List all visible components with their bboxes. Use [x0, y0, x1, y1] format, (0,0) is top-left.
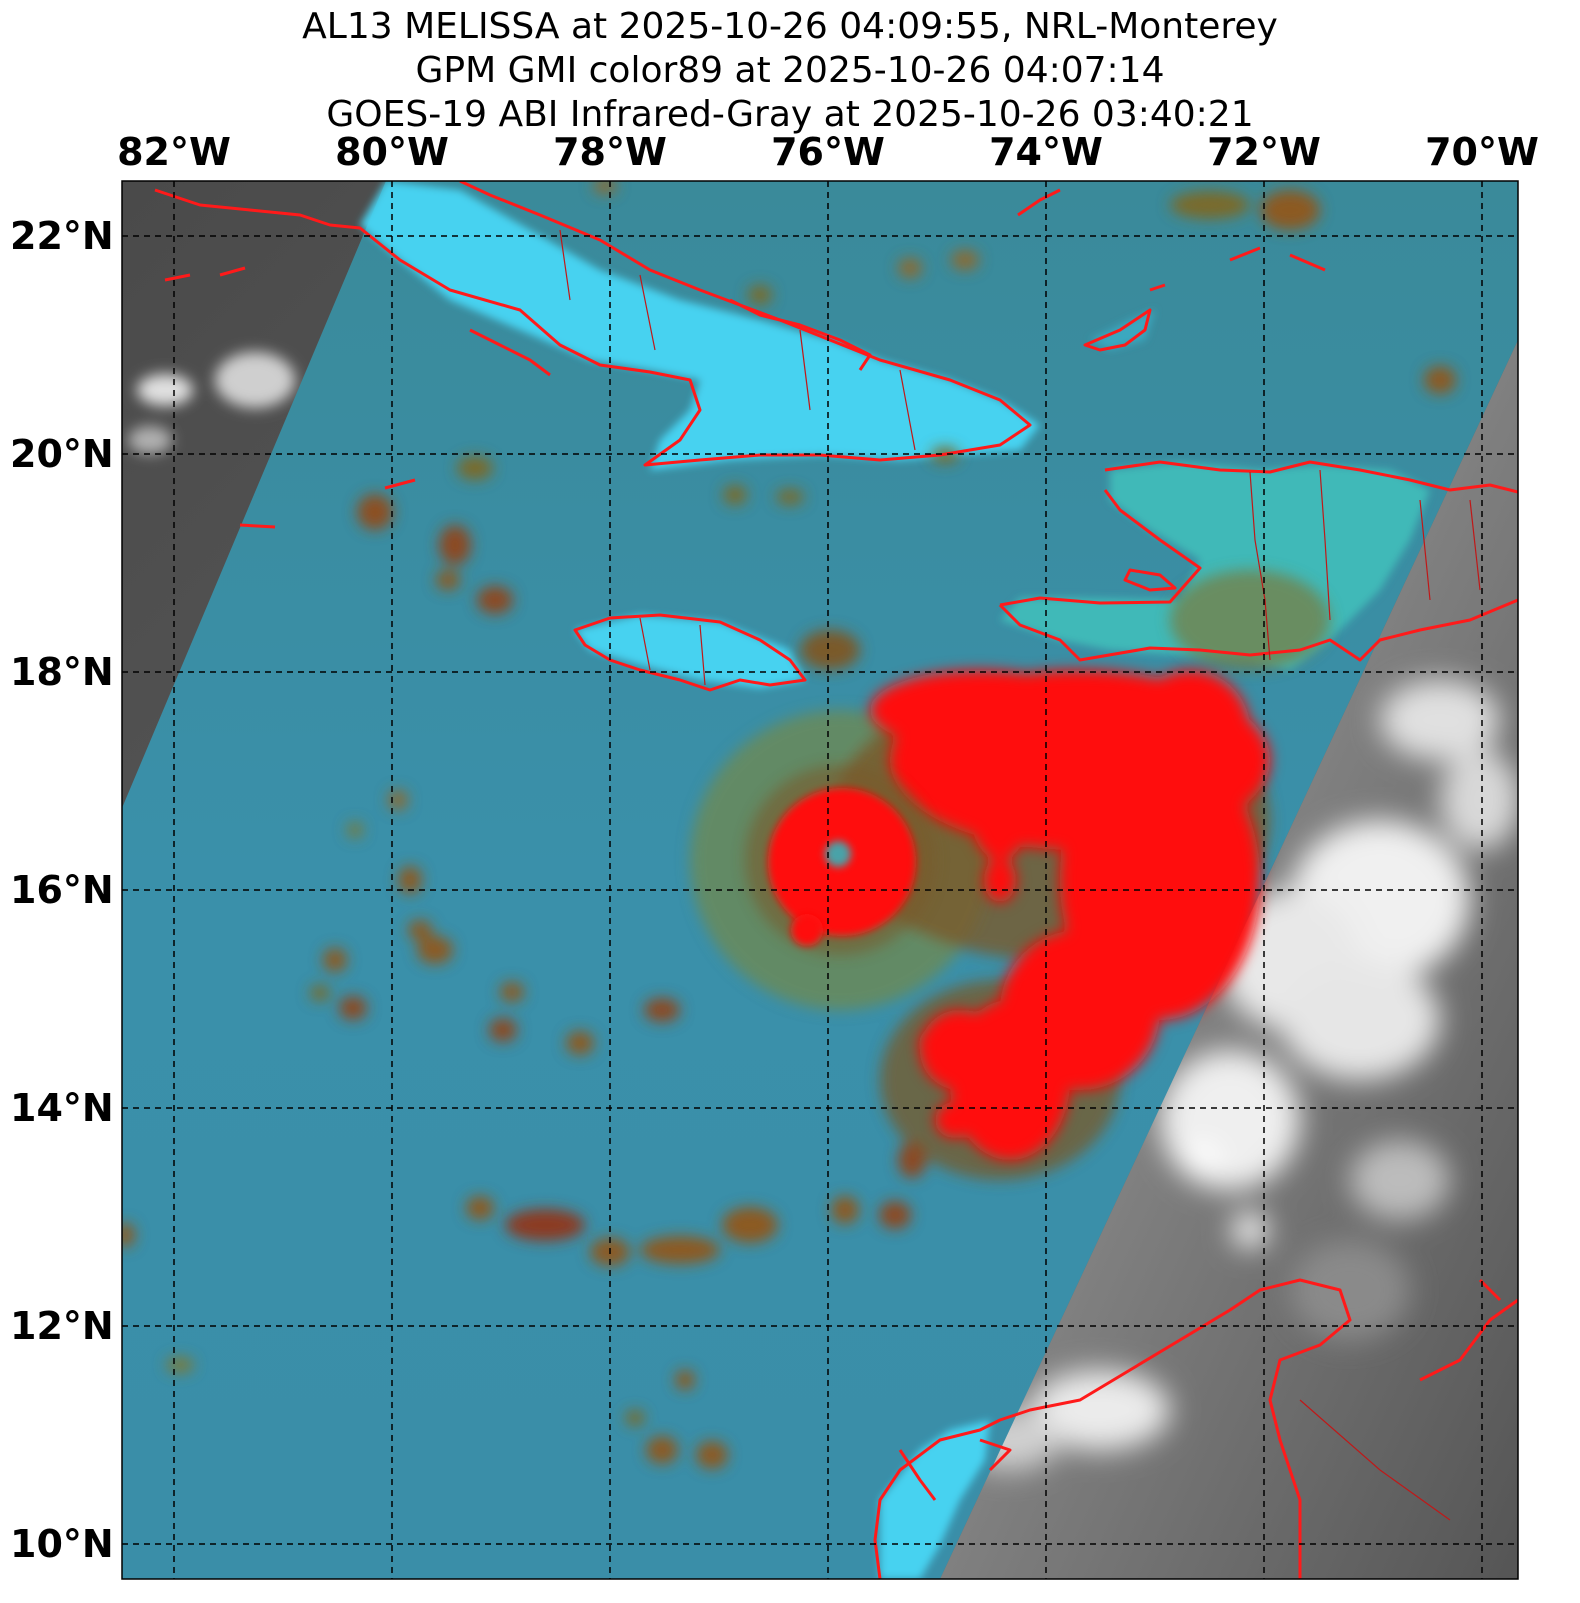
jamaica-coastline: [573, 613, 807, 692]
hurricane-core: [745, 765, 935, 955]
hurricane-eye: [825, 841, 851, 867]
small-island-7: [1017, 188, 1061, 217]
border-group: [559, 229, 1481, 1521]
lat-label-12n: 12°N: [10, 1304, 114, 1348]
small-island-12: [979, 1438, 1012, 1472]
gonave-island: [1123, 568, 1177, 592]
venezuela-coast: [1419, 1298, 1518, 1382]
hispaniola-south-coast: [999, 489, 1202, 607]
small-island-5: [164, 273, 191, 282]
title-background-line: GOES-19 ABI Infrared-Gray at 2025-10-26 …: [326, 94, 1254, 135]
lat-label-10n: 10°N: [10, 1522, 114, 1566]
lon-label-72w: 72°W: [1207, 130, 1321, 174]
small-island-6: [219, 266, 246, 277]
lat-label-14n: 14°N: [10, 1086, 114, 1130]
lon-label-80w: 80°W: [335, 130, 449, 174]
small-island-11: [898, 1449, 937, 1501]
ir-cloud-group-right: [960, 680, 1518, 1470]
small-island-4: [239, 523, 276, 529]
lat-label-18n: 18°N: [10, 650, 114, 694]
lat-label-16n: 16°N: [10, 868, 114, 912]
small-island-8: [1229, 246, 1261, 262]
small-island-2: [469, 328, 551, 377]
south-america-coast: [873, 1278, 1352, 1579]
map-frame: [121, 180, 1519, 1580]
strong-convection-group: [870, 670, 1270, 1160]
lon-label-82w: 82°W: [117, 130, 231, 174]
lon-label-70w: 70°W: [1425, 130, 1539, 174]
hispaniola-southern-peninsula: [998, 598, 1518, 662]
small-island-13: [1478, 1278, 1502, 1302]
title-storm-line: AL13 MELISSA at 2025-10-26 04:09:55, NRL…: [302, 6, 1278, 47]
small-island-9: [1289, 253, 1326, 272]
cuba-coastline: [154, 181, 1032, 467]
lon-label-74w: 74°W: [989, 130, 1103, 174]
lat-label-20n: 20°N: [10, 432, 114, 476]
title-sensor-line: GPM GMI color89 at 2025-10-26 04:07:14: [415, 50, 1165, 91]
small-island-1: [1083, 308, 1152, 352]
hispaniola-coastline: [1104, 460, 1518, 494]
lon-label-78w: 78°W: [553, 130, 667, 174]
cuba-south-coast: [729, 298, 872, 371]
lat-label-22n: 22°N: [10, 214, 114, 258]
lon-label-76w: 76°W: [771, 130, 885, 174]
small-island-10: [1149, 283, 1166, 292]
small-island-3: [384, 478, 416, 490]
ir-cloud-group-left: [128, 352, 295, 454]
gridline-group: [122, 181, 1518, 1579]
coastline-group: [154, 181, 1518, 1579]
